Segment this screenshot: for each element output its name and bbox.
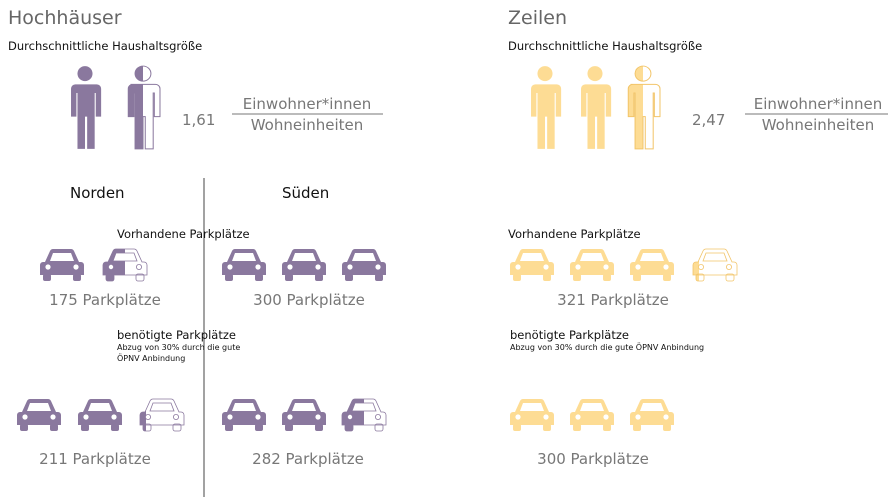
household-value: 1,61: [182, 111, 215, 129]
car-icons: [17, 398, 387, 432]
parking-count: 175 Parkplätze: [49, 291, 161, 309]
person-icons: [71, 65, 161, 150]
needed-label: benötigte Parkplätze: [117, 328, 236, 342]
note: Abzug von 30% durch die gute ÖPNV Anbind…: [117, 343, 241, 363]
parking-count: 282 Parkplätze: [252, 450, 364, 468]
existing-label: Vorhandene Parkplätze: [508, 227, 641, 241]
car-icons: [510, 248, 738, 282]
parking-count: 211 Parkplätze: [39, 450, 151, 468]
parking-count: 300 Parkplätze: [537, 450, 649, 468]
fraction-numerator: Einwohner*innen: [754, 95, 882, 113]
region-label: Süden: [282, 184, 329, 202]
parking-count: 321 Parkplätze: [557, 291, 669, 309]
car-icons: [40, 248, 386, 282]
subtitle: Durchschnittliche Haushaltsgröße: [508, 39, 702, 53]
region-label: Norden: [70, 184, 125, 202]
fraction-numerator: Einwohner*innen: [243, 95, 371, 113]
parking-count: 300 Parkplätze: [253, 291, 365, 309]
section-title: Hochhäuser: [8, 7, 122, 29]
note: Abzug von 30% durch die gute ÖPNV Anbind…: [510, 343, 705, 352]
existing-label: Vorhandene Parkplätze: [117, 227, 250, 241]
note-box: Abzug von 30% durch die gute ÖPNV Anbind…: [510, 343, 705, 352]
car-icons: [510, 399, 674, 431]
needed-label: benötigte Parkplätze: [510, 328, 629, 342]
person-icons: [531, 65, 661, 150]
fraction-denominator: Wohneinheiten: [762, 116, 875, 134]
fraction-denominator: Wohneinheiten: [251, 116, 364, 134]
household-value: 2,47: [692, 111, 725, 129]
section-title: Zeilen: [508, 7, 567, 29]
note-box: Abzug von 30% durch die gute ÖPNV Anbind…: [117, 343, 241, 363]
subtitle: Durchschnittliche Haushaltsgröße: [8, 39, 202, 53]
